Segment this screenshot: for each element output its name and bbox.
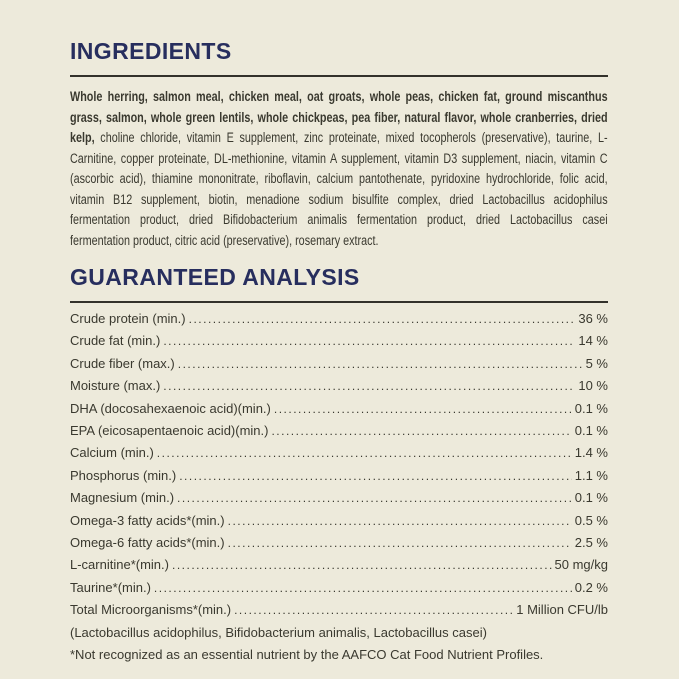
analysis-row: Omega-6 fatty acids*(min.)..............… xyxy=(70,532,608,554)
ingredients-main-list: Whole herring, salmon meal, chicken meal… xyxy=(70,89,608,145)
dot-leader: ........................................… xyxy=(163,379,575,394)
dot-leader: ........................................… xyxy=(156,446,572,461)
analysis-row: Crude fat (min.)........................… xyxy=(70,330,608,352)
analysis-label: DHA (docosahexaenoic acid)(min.) xyxy=(70,400,271,416)
analysis-value: 14 % xyxy=(578,333,608,349)
analysis-value: 1.4 % xyxy=(574,445,608,461)
dot-leader: ........................................… xyxy=(177,491,572,506)
ingredients-section: INGREDIENTS Whole herring, salmon meal, … xyxy=(70,38,608,251)
analysis-value: 36 % xyxy=(578,311,608,326)
dot-leader: ........................................… xyxy=(227,513,572,528)
analysis-row: Magnesium (min.)........................… xyxy=(70,487,608,509)
analysis-label: Omega-3 fatty acids*(min.) xyxy=(70,512,225,528)
dot-leader: ........................................… xyxy=(163,334,575,349)
analysis-row: Omega-3 fatty acids*(min.)..............… xyxy=(70,510,608,532)
dot-leader: ........................................… xyxy=(273,401,572,416)
analysis-value: 2.5 % xyxy=(574,535,608,551)
analysis-row: Calcium (min.)..........................… xyxy=(70,442,608,464)
analysis-row: L-carnitine*(min.)......................… xyxy=(70,554,608,576)
analysis-value: 5 % xyxy=(585,355,608,371)
dot-leader: ........................................… xyxy=(234,603,513,618)
aafco-footnote: *Not recognized as an essential nutrient… xyxy=(70,647,544,663)
dot-leader: ........................................… xyxy=(171,558,552,573)
analysis-row: Total Microorganisms*(min.).............… xyxy=(70,599,608,621)
analysis-row: Crude fiber (max.)......................… xyxy=(70,353,608,375)
analysis-row: Moisture (max.).........................… xyxy=(70,375,608,397)
ingredients-supplement-list: choline chloride, vitamin E supplement, … xyxy=(70,130,608,248)
analysis-table: Crude protein (min.)....................… xyxy=(70,308,608,622)
analysis-label: Calcium (min.) xyxy=(70,445,154,461)
analysis-row: EPA (eicosapentaenoic acid)(min.).......… xyxy=(70,420,608,442)
analysis-row: Phosphorus (min.).......................… xyxy=(70,465,608,487)
analysis-value: 0.1 % xyxy=(574,400,608,416)
analysis-value: 10 % xyxy=(578,378,608,394)
analysis-label: Magnesium (min.) xyxy=(70,490,175,506)
analysis-label: Phosphorus (min.) xyxy=(70,467,177,483)
analysis-label: Moisture (max.) xyxy=(70,378,161,394)
analysis-value: 0.5 % xyxy=(574,512,608,528)
analysis-label: Crude fiber (max.) xyxy=(70,355,175,371)
dot-leader: ........................................… xyxy=(179,468,572,483)
dot-leader: ........................................… xyxy=(271,424,572,439)
analysis-value: 0.2 % xyxy=(574,579,608,595)
dot-leader: ........................................… xyxy=(188,312,576,326)
analysis-value: 0.1 % xyxy=(574,490,608,506)
dot-leader: ........................................… xyxy=(177,356,583,371)
analysis-label: Crude protein (min.) xyxy=(70,311,186,326)
dot-leader: ........................................… xyxy=(153,580,572,595)
ingredients-text: Whole herring, salmon meal, chicken meal… xyxy=(70,87,608,251)
analysis-label: L-carnitine*(min.) xyxy=(70,557,169,573)
analysis-value: 1.1 % xyxy=(574,467,608,483)
analysis-label: EPA (eicosapentaenoic acid)(min.) xyxy=(70,423,269,439)
analysis-value: 1 Million CFU/lb xyxy=(516,602,608,618)
analysis-label: Total Microorganisms*(min.) xyxy=(70,602,232,618)
analysis-row: Taurine*(min.)..........................… xyxy=(70,577,608,599)
guaranteed-analysis-heading: GUARANTEED ANALYSIS xyxy=(70,264,608,303)
analysis-label: Omega-6 fatty acids*(min.) xyxy=(70,535,225,551)
analysis-row: DHA (docosahexaenoic acid)(min.)........… xyxy=(70,398,608,420)
microorganisms-note: (Lactobacillus acidophilus, Bifidobacter… xyxy=(70,624,487,640)
guaranteed-analysis-section: GUARANTEED ANALYSIS Crude protein (min.)… xyxy=(70,264,608,667)
analysis-label: Crude fat (min.) xyxy=(70,333,161,349)
analysis-value: 50 mg/kg xyxy=(554,557,608,573)
analysis-row: Crude protein (min.)....................… xyxy=(70,308,608,330)
dot-leader: ........................................… xyxy=(227,536,572,551)
ingredients-heading: INGREDIENTS xyxy=(70,38,608,77)
analysis-label: Taurine*(min.) xyxy=(70,579,151,595)
analysis-value: 0.1 % xyxy=(574,423,608,439)
